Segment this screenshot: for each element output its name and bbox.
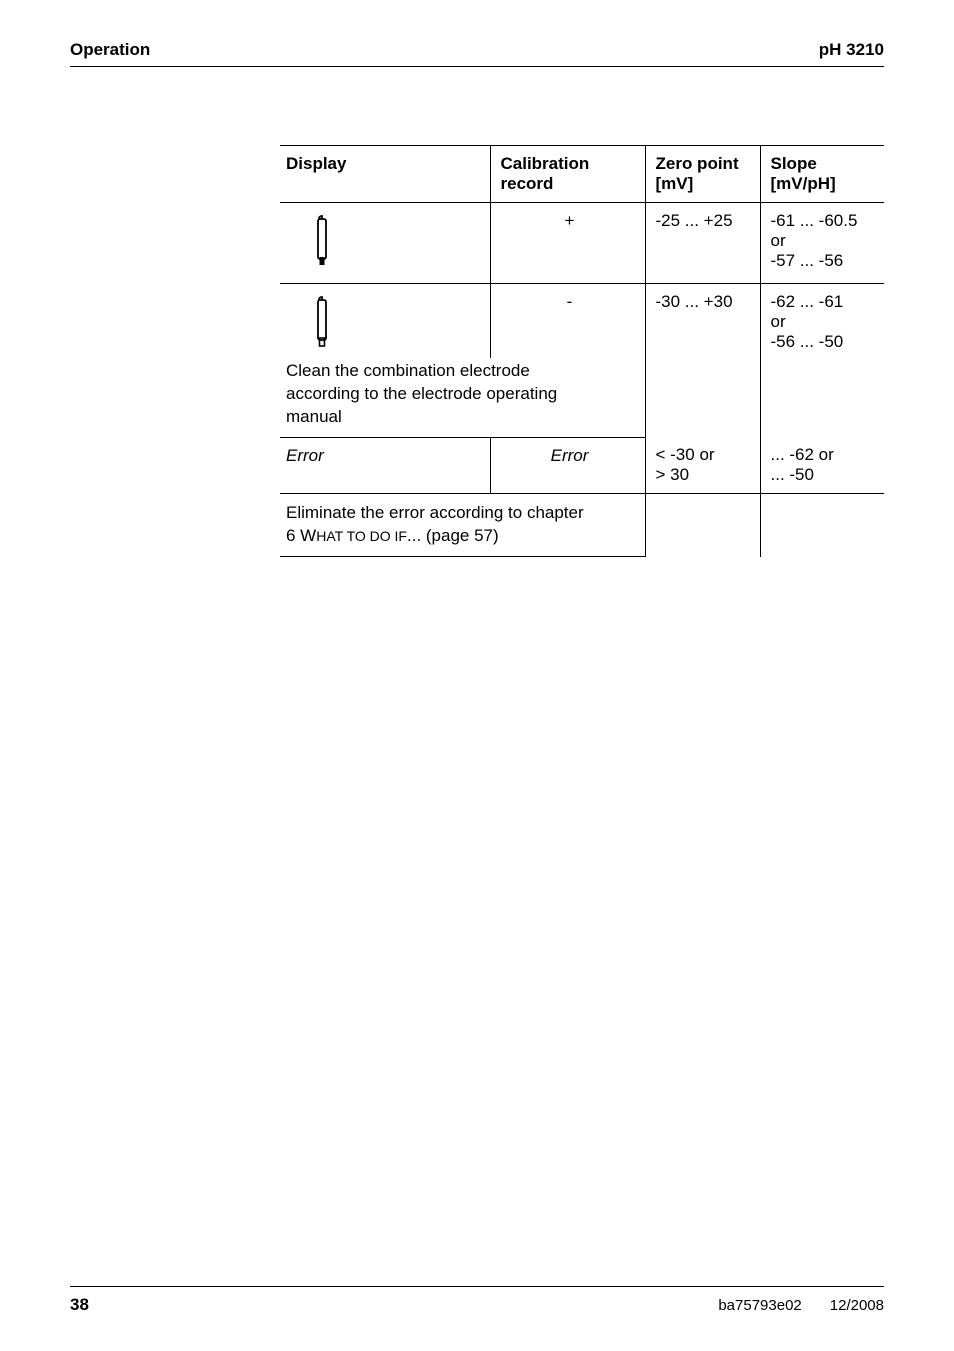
col-zero-header: Zero point [mV] (645, 146, 760, 203)
slope-l1: -61 ... -60.5 (771, 211, 858, 230)
footer-docnum: ba75793e02 (718, 1297, 801, 1314)
elim-note-l2: 6 WHAT TO DO IF... (page 57) (286, 526, 499, 545)
th-cal-l2: record (501, 174, 554, 193)
cell-zero: -25 ... +25 (645, 203, 760, 284)
cell-slope: -61 ... -60.5 or -57 ... -56 (760, 203, 884, 284)
table-row: Error Error < -30 or > 30 ... -62 or ...… (280, 437, 884, 494)
eliminate-note-cell: Eliminate the error according to chapter… (280, 494, 645, 557)
elim-l2b: HAT TO DO IF (316, 528, 407, 544)
zero-l2: > 30 (656, 465, 690, 484)
cell-slope-error: ... -62 or ... -50 (760, 437, 884, 494)
th-slope-l2: [mV/pH] (771, 174, 836, 193)
page: Operation pH 3210 Display Calibration re… (0, 0, 954, 1351)
table-row: - -30 ... +30 -62 ... -61 or -56 ... -50 (280, 284, 884, 359)
footer-page-number: 38 (70, 1295, 89, 1315)
cell-cal: - (490, 284, 645, 359)
slope-l2: or (771, 312, 786, 331)
th-display: Display (286, 154, 346, 173)
th-cal-l1: Calibration (501, 154, 590, 173)
table-header-row: Display Calibration record Zero point [m… (280, 146, 884, 203)
clean-note-cell: Clean the combination electrode accordin… (280, 358, 645, 437)
slope-l1: -62 ... -61 (771, 292, 844, 311)
clean-note-l3: manual (286, 407, 342, 426)
cell-display-error: Error (280, 437, 490, 494)
slope-l3: -57 ... -56 (771, 251, 844, 270)
slope-l1: ... -62 or (771, 445, 834, 464)
clean-note-l2: according to the electrode operating (286, 384, 557, 403)
slope-l2: ... -50 (771, 465, 814, 484)
col-calibration-header: Calibration record (490, 146, 645, 203)
probe-outline-icon (312, 296, 332, 352)
header-right: pH 3210 (819, 40, 884, 60)
clean-note-l1: Clean the combination electrode (286, 361, 530, 380)
empty-cell (645, 494, 760, 557)
cell-display (280, 203, 490, 284)
table-row-note: Eliminate the error according to chapter… (280, 494, 884, 557)
empty-cell (760, 494, 884, 557)
footer-date: 12/2008 (830, 1297, 884, 1314)
table: Display Calibration record Zero point [m… (280, 145, 884, 557)
cell-zero: -30 ... +30 (645, 284, 760, 438)
th-slope-l1: Slope (771, 154, 817, 173)
page-footer: 38 ba75793e02 12/2008 (70, 1286, 884, 1315)
elim-note-l1: Eliminate the error according to chapter (286, 503, 584, 522)
col-display-header: Display (280, 146, 490, 203)
page-header: Operation pH 3210 (70, 40, 884, 67)
slope-l2: or (771, 231, 786, 250)
cell-zero-error: < -30 or > 30 (645, 437, 760, 494)
header-left: Operation (70, 40, 150, 60)
zero-l1: < -30 or (656, 445, 715, 464)
footer-right: ba75793e02 12/2008 (718, 1297, 884, 1314)
calibration-table: Display Calibration record Zero point [m… (280, 145, 884, 557)
slope-l3: -56 ... -50 (771, 332, 844, 351)
col-slope-header: Slope [mV/pH] (760, 146, 884, 203)
cell-cal-error: Error (490, 437, 645, 494)
cell-cal: + (490, 203, 645, 284)
table-row: + -25 ... +25 -61 ... -60.5 or -57 ... -… (280, 203, 884, 284)
elim-l2a: 6 W (286, 526, 316, 545)
elim-l2c: ... (page 57) (407, 526, 499, 545)
cell-slope: -62 ... -61 or -56 ... -50 (760, 284, 884, 438)
probe-solid-icon (312, 215, 332, 271)
th-zero-l1: Zero point (656, 154, 739, 173)
th-zero-l2: [mV] (656, 174, 694, 193)
cell-display (280, 284, 490, 359)
